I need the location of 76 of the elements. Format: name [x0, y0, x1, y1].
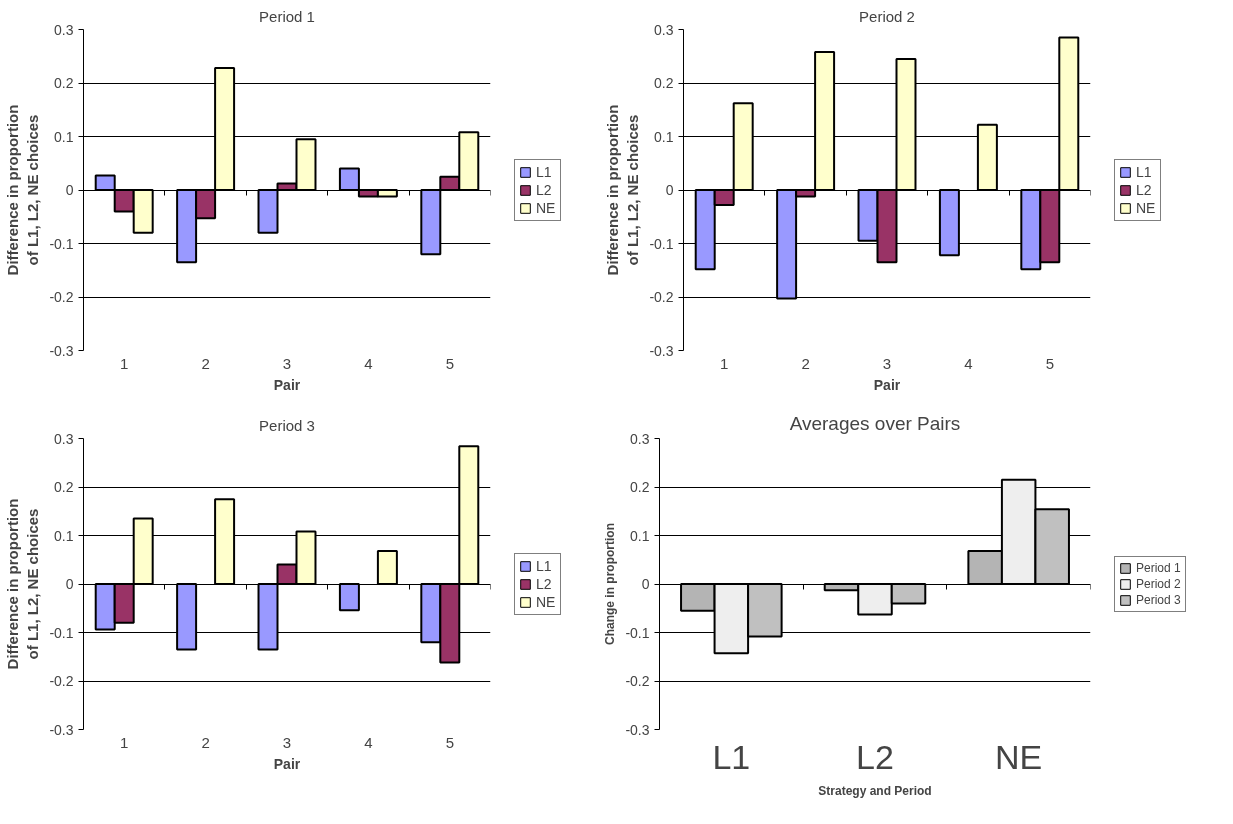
legend-label: L1	[1136, 163, 1153, 180]
x-tick-label: 4	[364, 354, 373, 372]
y-tick-label: 0.3	[630, 430, 650, 447]
bar	[214, 498, 236, 585]
legend-label: L1	[536, 557, 553, 574]
y-tick-label: 0.3	[54, 21, 74, 38]
y-tick-label: -0.2	[49, 673, 74, 689]
y-tick-label: -0.2	[649, 289, 674, 305]
legend-label: Period 3	[1136, 592, 1181, 607]
legend-label: L2	[536, 181, 553, 198]
y-tick-label: -0.2	[49, 289, 74, 305]
bar	[938, 189, 960, 257]
x-axis-title: Strategy and Period	[818, 783, 932, 798]
y-tick-label: 0.1	[54, 527, 74, 544]
y-tick-label: -0.3	[49, 342, 74, 359]
y-axis-title: Difference in proportion of L1, L2, NE choices	[603, 104, 642, 276]
x-tick-label: 3	[282, 733, 292, 751]
x-tick-label: 5	[445, 354, 454, 372]
bar	[376, 550, 398, 585]
x-axis-title: Pair	[873, 376, 901, 393]
bar	[976, 123, 998, 191]
y-tick-label: 0	[65, 182, 74, 198]
x-axis-title: Pair	[273, 376, 301, 393]
legend-label: Period 1	[1136, 560, 1181, 575]
x-tick-label: 1	[120, 354, 129, 372]
y-tick-label: 0.2	[630, 479, 650, 495]
chart-title: Period 1	[259, 7, 315, 25]
x-tick-label: 5	[445, 733, 454, 751]
legend-label: Period 2	[1136, 576, 1181, 591]
y-axis-title: Difference in proportion of L1, L2, NE choices	[3, 104, 42, 276]
y-axis-title: Change in proportion	[603, 522, 618, 645]
x-tick-label: 4	[364, 733, 373, 751]
legend-label: L2	[536, 575, 553, 592]
y-tick-label: -0.3	[625, 721, 650, 738]
y-tick-label: -0.1	[49, 235, 74, 252]
legend-label: L2	[1136, 181, 1153, 198]
bar	[176, 583, 198, 651]
y-tick-label: -0.1	[49, 624, 74, 641]
x-tick-label: 4	[964, 354, 973, 372]
y-tick-label: 0.3	[654, 21, 674, 38]
legend-label: L1	[536, 163, 553, 180]
x-tick-label: 5	[1045, 354, 1054, 372]
legend-label: NE	[1136, 199, 1156, 216]
y-tick-label: -0.2	[625, 673, 650, 689]
y-tick-label: 0.2	[54, 75, 74, 91]
y-tick-label: -0.3	[649, 342, 674, 359]
x-tick-label: 2	[801, 354, 810, 372]
x-tick-label: 1	[120, 733, 129, 751]
y-tick-label: 0	[65, 576, 74, 592]
x-tick-label: NE	[995, 737, 1043, 776]
legend-label: NE	[536, 199, 556, 216]
y-tick-label: 0.3	[54, 430, 74, 447]
chart-title: Period 2	[859, 7, 915, 25]
x-tick-label: 1	[720, 354, 729, 372]
y-tick-label: 0	[641, 576, 650, 592]
y-tick-label: -0.3	[49, 721, 74, 738]
y-tick-label: 0.1	[654, 128, 674, 145]
x-tick-label: L2	[856, 737, 894, 776]
y-tick-label: 0	[665, 182, 674, 198]
y-tick-label: 0.2	[654, 75, 674, 91]
x-axis-title: Pair	[273, 755, 301, 772]
x-tick-label: 3	[282, 354, 292, 372]
chart-title: Period 3	[259, 416, 315, 434]
y-tick-label: -0.1	[625, 624, 650, 641]
x-tick-label: 2	[201, 354, 210, 372]
y-tick-label: -0.1	[649, 235, 674, 252]
y-tick-label: 0.1	[630, 527, 650, 544]
chart-title: Averages over Pairs	[789, 412, 961, 434]
x-tick-label: 2	[201, 733, 210, 751]
y-tick-label: 0.1	[54, 128, 74, 145]
x-tick-label: L1	[712, 737, 751, 776]
bar	[338, 583, 360, 612]
y-axis-title: Difference in proportion of L1, L2, NE choices	[3, 498, 42, 670]
legend-label: NE	[536, 593, 556, 610]
x-tick-label: 3	[882, 354, 892, 372]
y-tick-label: 0.2	[54, 479, 74, 495]
